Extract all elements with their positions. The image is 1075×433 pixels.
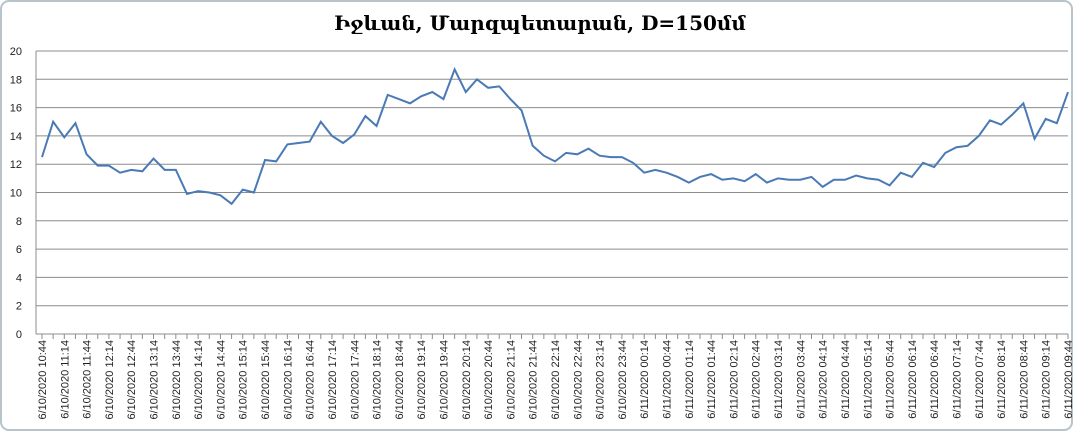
x-tick-label: 6/11/2020 09:44 xyxy=(1063,340,1075,419)
x-tick-label: 6/11/2020 02:44 xyxy=(751,340,763,419)
x-tick-label: 6/10/2020 15:44 xyxy=(260,340,272,420)
x-tick-label: 6/10/2020 11:14 xyxy=(59,340,71,419)
x-tick-label: 6/10/2020 23:44 xyxy=(617,340,629,420)
x-tick-label: 6/11/2020 04:14 xyxy=(818,340,830,419)
x-tick-label: 6/10/2020 23:14 xyxy=(595,340,607,420)
y-tick-label: 16 xyxy=(10,103,22,115)
y-tick-label: 18 xyxy=(10,74,22,86)
x-tick-label: 6/11/2020 00:14 xyxy=(639,340,651,419)
x-tick-label: 6/10/2020 20:14 xyxy=(461,340,473,420)
x-tick-label: 6/11/2020 01:44 xyxy=(706,340,718,419)
x-tick-label: 6/10/2020 15:14 xyxy=(238,340,250,420)
x-tick-label: 6/10/2020 18:14 xyxy=(372,340,384,420)
x-tick-label: 6/11/2020 08:44 xyxy=(1018,340,1030,419)
x-tick-label: 6/11/2020 05:44 xyxy=(885,340,897,419)
x-tick-label: 6/10/2020 12:44 xyxy=(126,340,138,420)
x-tick-label: 6/10/2020 20:44 xyxy=(483,340,495,420)
x-tick-label: 6/11/2020 06:44 xyxy=(929,340,941,419)
x-tick-label: 6/11/2020 07:14 xyxy=(951,340,963,419)
x-tick-label: 6/10/2020 17:14 xyxy=(327,340,339,420)
x-tick-label: 6/11/2020 02:14 xyxy=(728,340,740,419)
x-tick-label: 6/11/2020 07:44 xyxy=(974,340,986,419)
y-tick-label: 4 xyxy=(16,272,22,284)
x-tick-label: 6/10/2020 21:44 xyxy=(528,340,540,420)
y-tick-label: 0 xyxy=(16,329,22,341)
x-tick-label: 6/10/2020 16:14 xyxy=(282,340,294,420)
x-tick-label: 6/10/2020 16:44 xyxy=(305,340,317,420)
y-tick-label: 20 xyxy=(10,46,22,58)
y-tick-label: 6 xyxy=(16,244,22,256)
x-tick-label: 6/10/2020 18:44 xyxy=(394,340,406,420)
y-tick-label: 14 xyxy=(10,131,22,143)
x-tick-label: 6/11/2020 00:44 xyxy=(662,340,674,419)
x-tick-label: 6/10/2020 13:14 xyxy=(149,340,161,420)
x-tick-label: 6/10/2020 14:44 xyxy=(215,340,227,420)
x-tick-label: 6/11/2020 06:14 xyxy=(907,340,919,419)
x-tick-label: 6/10/2020 21:14 xyxy=(505,340,517,420)
x-tick-label: 6/10/2020 14:14 xyxy=(193,340,205,420)
x-tick-label: 6/10/2020 11:44 xyxy=(82,340,94,419)
x-tick-label: 6/11/2020 08:14 xyxy=(996,340,1008,419)
data-line xyxy=(41,66,1069,206)
x-tick-label: 6/11/2020 01:14 xyxy=(684,340,696,419)
x-tick-label: 6/10/2020 12:14 xyxy=(104,340,116,420)
y-tick-label: 12 xyxy=(10,159,22,171)
chart-title: Իջևան, Մարզպետարան, D=150մմ xyxy=(334,11,746,35)
x-tick-label: 6/11/2020 03:14 xyxy=(773,340,785,419)
x-tick-label: 6/10/2020 13:44 xyxy=(171,340,183,420)
x-tick-label: 6/11/2020 09:14 xyxy=(1041,340,1053,419)
x-tick-label: 6/11/2020 05:14 xyxy=(862,340,874,419)
x-tick-label: 6/11/2020 04:44 xyxy=(840,340,852,419)
x-tick-label: 6/10/2020 10:44 xyxy=(37,340,49,420)
x-tick-label: 6/10/2020 22:44 xyxy=(572,340,584,420)
y-tick-label: 8 xyxy=(16,216,22,228)
x-tick-label: 6/10/2020 19:44 xyxy=(438,340,450,420)
y-tick-label: 10 xyxy=(10,188,22,200)
x-tick-label: 6/11/2020 03:44 xyxy=(795,340,807,419)
y-tick-label: 2 xyxy=(16,301,22,313)
x-tick-label: 6/10/2020 17:44 xyxy=(349,340,361,420)
x-tick-label: 6/10/2020 19:14 xyxy=(416,340,428,420)
x-tick-label: 6/10/2020 22:14 xyxy=(550,340,562,420)
